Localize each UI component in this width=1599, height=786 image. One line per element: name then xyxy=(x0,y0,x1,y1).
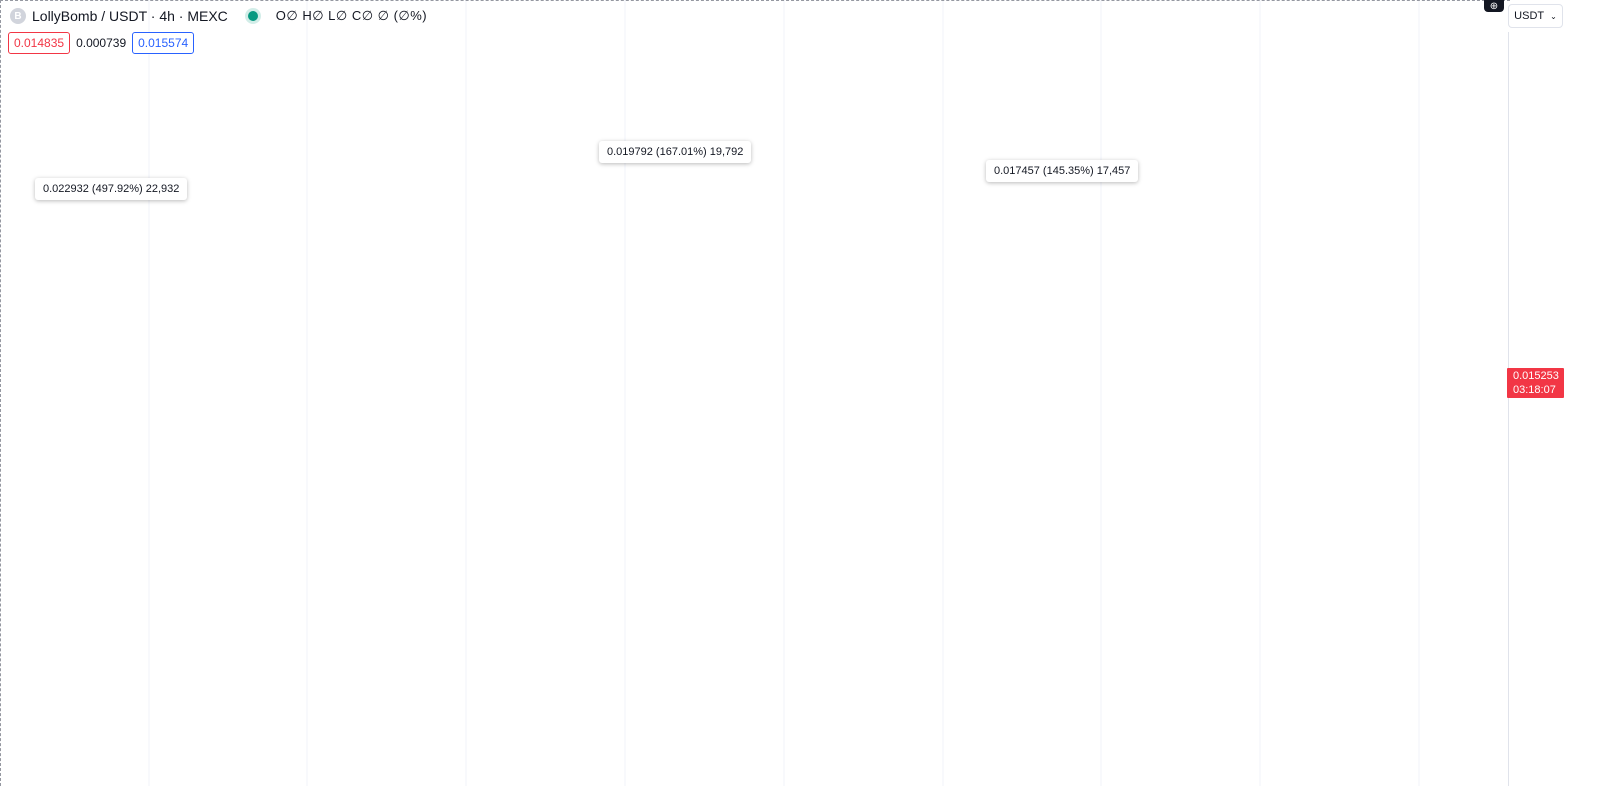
ohlc-values: O∅ H∅ L∅ C∅ ∅ (∅%) xyxy=(275,8,428,23)
chevron-down-icon: ⌄ xyxy=(1550,11,1557,21)
price-axis-border xyxy=(1508,32,1509,786)
last-price-label: 0.015253 03:18:07 xyxy=(1507,368,1564,398)
market-status-dot xyxy=(247,11,258,21)
symbol-title[interactable]: LollyBomb / USDT · 4h · MEXC xyxy=(32,8,228,24)
spread-value: 0.000739 xyxy=(76,36,127,50)
left-dashed-border xyxy=(0,0,1,786)
top-dashed-border xyxy=(0,0,1510,1)
currency-selector[interactable]: USDT ⌄ xyxy=(1508,4,1563,28)
last-price-value: 0.015253 xyxy=(1513,370,1559,382)
measure-tooltip[interactable]: 0.017457 (145.35%) 17,457 xyxy=(986,160,1139,182)
chart-plot[interactable] xyxy=(0,0,1508,786)
bar-countdown: 03:18:07 xyxy=(1513,384,1556,396)
currency-label: USDT xyxy=(1514,10,1545,22)
buy-price-button[interactable]: 0.015574 xyxy=(132,32,195,54)
symbol-logo: B xyxy=(10,8,26,24)
sell-price-button[interactable]: 0.014835 xyxy=(8,32,71,54)
plus-circle-icon[interactable]: ⊕ xyxy=(1484,0,1504,12)
measure-tooltip[interactable]: 0.022932 (497.92%) 22,932 xyxy=(35,178,188,200)
bid-ask-row: 0.014835 0.000739 0.015574 xyxy=(8,32,195,54)
measure-tooltip[interactable]: 0.019792 (167.01%) 19,792 xyxy=(599,141,752,163)
symbol-legend: B LollyBomb / USDT · 4h · MEXC O∅ H∅ L∅ … xyxy=(10,6,427,26)
